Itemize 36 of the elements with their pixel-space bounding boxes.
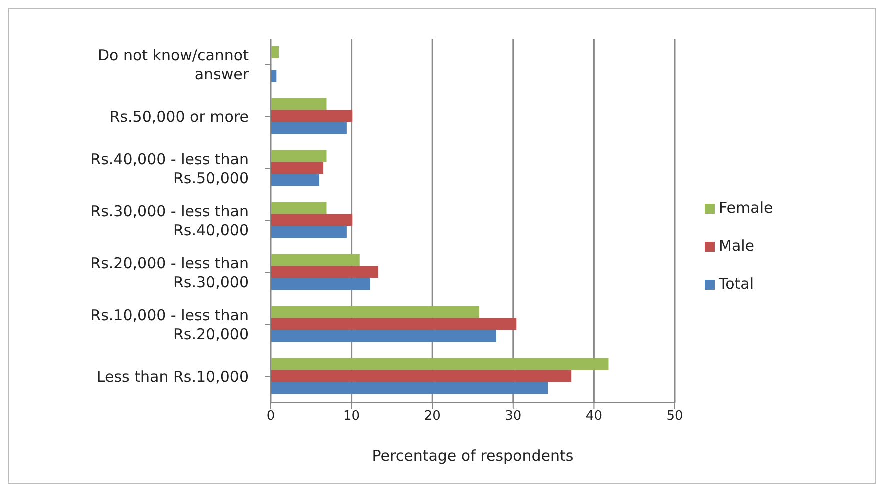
x-tick-label: 30 bbox=[505, 409, 522, 424]
bar bbox=[271, 318, 517, 330]
y-tick-label: Rs.20,000 - less than Rs.30,000 bbox=[90, 254, 249, 292]
bar bbox=[271, 110, 353, 122]
x-axis-title: Percentage of respondents bbox=[372, 447, 574, 465]
bar bbox=[271, 266, 378, 278]
legend-label: Male bbox=[719, 237, 755, 255]
y-tick-label: Rs.30,000 - less than Rs.40,000 bbox=[90, 202, 249, 240]
bar bbox=[271, 214, 353, 226]
bar bbox=[271, 202, 327, 214]
y-tick-label: Less than Rs.10,000 bbox=[96, 368, 249, 386]
bar bbox=[271, 370, 572, 382]
y-tick-label: Rs.10,000 - less than Rs.20,000 bbox=[90, 306, 249, 344]
legend-label: Total bbox=[719, 275, 754, 293]
bar bbox=[271, 150, 327, 162]
x-tick-label: 40 bbox=[586, 409, 602, 424]
bar bbox=[271, 46, 280, 58]
legend-label: Female bbox=[719, 199, 774, 217]
bar bbox=[271, 226, 347, 238]
x-tick-label: 0 bbox=[266, 409, 276, 424]
x-tick-label: 50 bbox=[666, 409, 684, 424]
bar bbox=[271, 98, 327, 110]
bar bbox=[271, 122, 347, 134]
y-tick-label: Rs.40,000 - less than Rs.50,000 bbox=[90, 150, 249, 188]
bar bbox=[271, 330, 496, 342]
y-tick-label: Rs.50,000 or more bbox=[110, 108, 249, 126]
bar bbox=[271, 162, 324, 174]
x-tick-label: 20 bbox=[424, 409, 441, 424]
bar bbox=[271, 174, 320, 186]
bar bbox=[271, 358, 609, 370]
x-tick-label: 10 bbox=[344, 409, 360, 424]
bar bbox=[271, 278, 370, 290]
bar bbox=[271, 306, 480, 318]
bar bbox=[271, 254, 360, 266]
bar bbox=[271, 382, 548, 394]
y-tick-label: Do not know/cannot answer bbox=[98, 46, 250, 84]
